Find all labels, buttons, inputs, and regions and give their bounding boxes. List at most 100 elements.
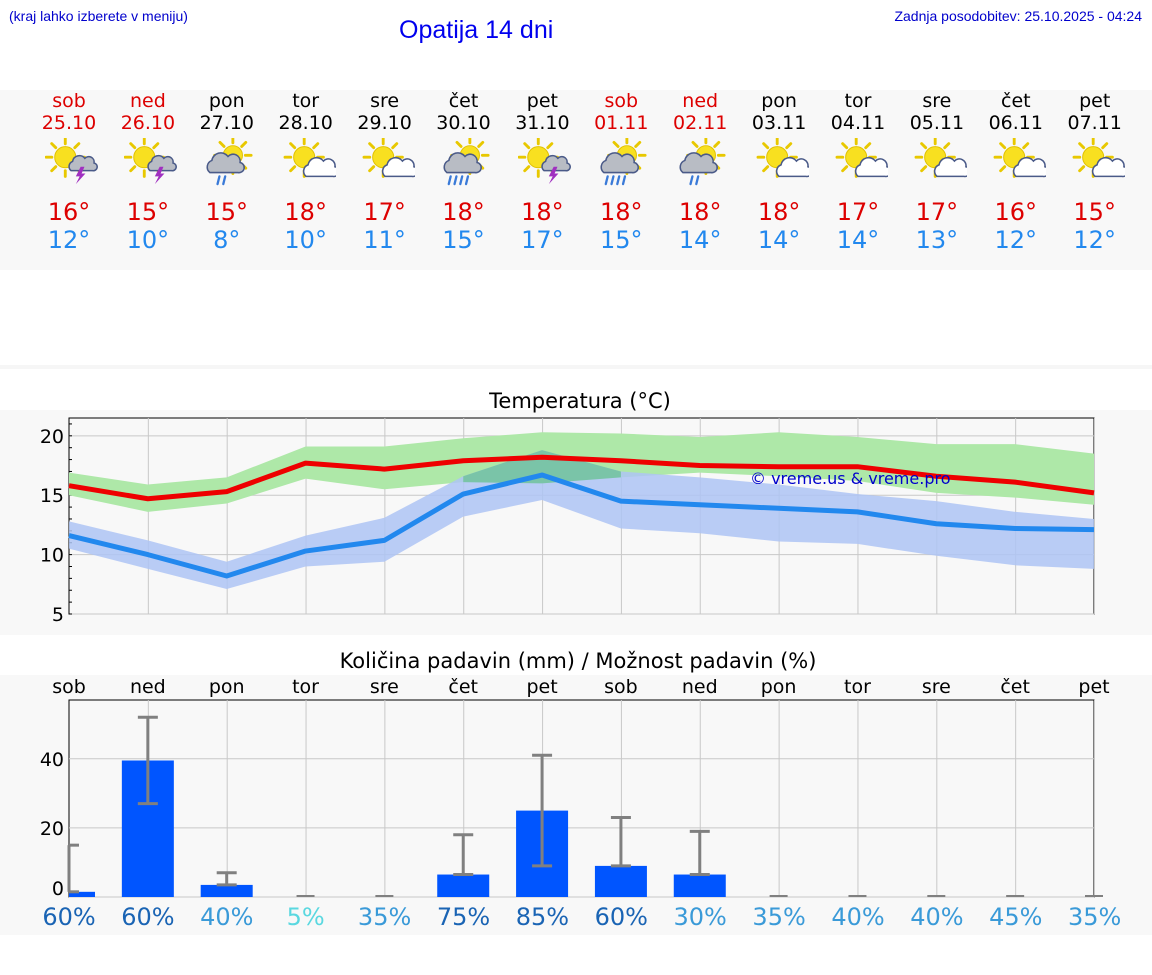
- min-temperature: 15°: [600, 226, 643, 254]
- day-date: 31.10: [515, 112, 570, 134]
- max-temperature: 17°: [915, 198, 959, 226]
- precip-probability: 85%: [515, 903, 570, 931]
- day-date: 05.11: [909, 112, 965, 134]
- min-temperature: 14°: [678, 226, 722, 254]
- error-bar: [137, 715, 158, 806]
- error-bar: [453, 833, 474, 877]
- max-temperature: 15°: [1073, 198, 1116, 226]
- sun-cloud-icon: [914, 138, 967, 178]
- precip-bar: [69, 891, 95, 897]
- error-bar: [610, 816, 631, 868]
- day-date: 06.11: [988, 112, 1043, 134]
- precip-probability: 60%: [42, 903, 96, 931]
- precip-probability: 40%: [831, 903, 885, 931]
- day-date: 28.10: [278, 112, 333, 134]
- day-name: sre: [370, 90, 400, 112]
- precip-probability: 35%: [752, 903, 806, 931]
- day-date: 01.11: [594, 112, 649, 134]
- sun-cloud-thunder-icon: [123, 138, 177, 185]
- min-temperature: 10°: [126, 226, 170, 254]
- precip-probability: 60%: [121, 903, 175, 931]
- max-temperature: 18°: [521, 198, 564, 226]
- precip-bar: [200, 884, 253, 897]
- min-temperature: 12°: [994, 226, 1038, 254]
- y-tick-label: 0: [52, 878, 64, 900]
- y-tick-label: 10: [40, 545, 64, 567]
- precip-probability: 40%: [200, 903, 254, 931]
- error-bar: [216, 871, 237, 887]
- sun-cloud-icon: [1072, 138, 1125, 178]
- x-category-label: sob: [52, 676, 86, 698]
- y-tick-label: 40: [40, 749, 64, 771]
- x-category-label: pon: [761, 676, 797, 698]
- day-name: sob: [52, 90, 86, 112]
- x-category-label: sre: [370, 676, 399, 698]
- x-category-label: pet: [526, 676, 557, 698]
- sun-cloud-icon: [362, 138, 415, 178]
- x-category-label: ned: [682, 676, 718, 698]
- x-category-label: tor: [292, 676, 319, 698]
- day-name: čet: [1001, 90, 1031, 112]
- max-temperature: 15°: [205, 198, 249, 226]
- plot-area: [68, 699, 1095, 898]
- precip-probability: 5%: [286, 903, 325, 931]
- min-temperature: 14°: [836, 226, 880, 254]
- page-title: Opatija 14 dni: [399, 16, 554, 44]
- sun-cloud-heavy-rain-icon: [442, 138, 490, 186]
- max-temperature: 17°: [363, 198, 406, 226]
- precip-probability: 30%: [673, 903, 727, 931]
- x-category-label: pet: [1078, 676, 1109, 698]
- watermark: © vreme.us & vreme.pro: [750, 469, 951, 488]
- max-temperature: 15°: [126, 198, 170, 226]
- min-temperature: 15°: [442, 226, 485, 254]
- precip-probability: 45%: [989, 903, 1043, 931]
- day-date: 07.11: [1067, 112, 1122, 134]
- day-name: tor: [844, 90, 872, 112]
- sun-cloud-heavy-rain-icon: [600, 138, 647, 186]
- min-temperature: 17°: [521, 226, 564, 254]
- x-category-label: sre: [922, 676, 951, 698]
- x-category-label: tor: [844, 676, 871, 698]
- precip-probability: 40%: [910, 903, 964, 931]
- sun-cloud-icon: [993, 138, 1046, 178]
- sun-cloud-icon: [835, 138, 888, 178]
- last-update: Zadnja posodobitev: 25.10.2025 - 04:24: [894, 8, 1142, 24]
- band-overlap: [463, 450, 621, 484]
- day-name: sre: [922, 90, 952, 112]
- y-tick-label: 20: [40, 818, 64, 840]
- max-temperature: 16°: [47, 198, 91, 226]
- temperature-chart-title: Temperatura (°C): [488, 389, 671, 413]
- error-bar: [67, 843, 79, 894]
- max-temperature: 16°: [994, 198, 1038, 226]
- day-date: 03.11: [751, 112, 807, 134]
- x-category-label: pon: [209, 676, 245, 698]
- day-name: tor: [292, 90, 320, 112]
- day-name: pon: [208, 90, 245, 112]
- max-temperature: 17°: [836, 198, 880, 226]
- x-category-label: ned: [130, 676, 166, 698]
- min-temperature: 13°: [915, 226, 959, 254]
- min-temperature: 12°: [47, 226, 91, 254]
- y-tick-label: 5: [52, 604, 64, 626]
- min-temp-range-band: [69, 450, 1094, 590]
- min-temperature: 12°: [1073, 226, 1116, 254]
- min-temperature: 8°: [213, 226, 241, 254]
- max-temperature: 18°: [600, 198, 643, 226]
- temperature-chart: Temperatura (°C) 5 10 15 20 © vreme.us & vrem…: [40, 389, 1095, 626]
- max-temperature: 18°: [284, 198, 327, 226]
- error-bar: [532, 753, 553, 868]
- precipitation-chart: Količina padavin (mm) / Možnost padavin …: [40, 649, 1110, 900]
- x-category-label: sob: [604, 676, 638, 698]
- max-temperature: 18°: [442, 198, 485, 226]
- day-date: 29.10: [357, 112, 412, 134]
- day-name: pet: [526, 90, 558, 112]
- day-name: pon: [761, 90, 797, 112]
- sun-cloud-icon: [756, 138, 810, 178]
- section-divider: [0, 365, 1152, 369]
- precip-probability: 75%: [436, 903, 491, 931]
- min-temp-line: [68, 472, 1095, 579]
- min-temperature: 10°: [284, 226, 327, 254]
- y-tick-label: 20: [40, 426, 64, 448]
- day-date: 26.10: [120, 112, 176, 134]
- day-name: sob: [604, 90, 639, 112]
